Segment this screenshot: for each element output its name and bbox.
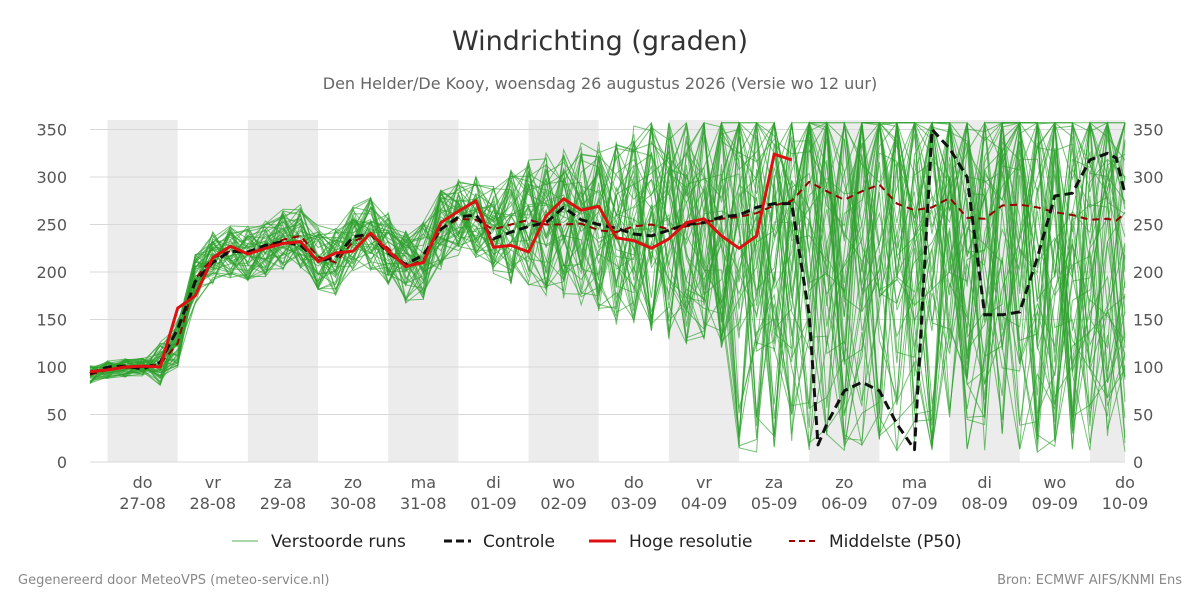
control-line — [89, 128, 1127, 452]
y-tick-right-50: 50 — [1133, 406, 1153, 425]
ensemble-member-39 — [89, 121, 1126, 437]
x-tick-day-13: wo — [1043, 473, 1066, 492]
y-tick-right-100: 100 — [1133, 358, 1164, 377]
x-tick-date-2: 29-08 — [260, 494, 307, 513]
day-band-0 — [107, 120, 178, 462]
y-tick-right-200: 200 — [1133, 263, 1164, 282]
ensemble-member-23 — [89, 122, 1126, 452]
footer-generated-by: Gegenereerd door MeteoVPS (meteo-service… — [18, 573, 329, 588]
y-tick-left-100: 100 — [36, 358, 67, 377]
y-tick-right-150: 150 — [1133, 311, 1164, 330]
y-tick-left-50: 50 — [47, 406, 67, 425]
legend-label-high-res: Hoge resolutie — [629, 532, 753, 552]
x-tick-day-7: do — [624, 473, 644, 492]
x-tick-date-12: 08-09 — [961, 494, 1008, 513]
legend-label-median: Middelste (P50) — [829, 532, 962, 552]
legend-label-control: Controle — [483, 532, 555, 552]
x-tick-date-0: 27-08 — [119, 494, 166, 513]
x-tick-date-14: 10-09 — [1102, 494, 1149, 513]
x-tick-date-10: 06-09 — [821, 494, 868, 513]
ensemble-member-35 — [89, 122, 1126, 450]
x-tick-date-5: 01-09 — [470, 494, 517, 513]
chart-subtitle: Den Helder/De Kooy, woensdag 26 augustus… — [323, 74, 878, 93]
median-line — [89, 180, 1126, 376]
footer-source: Bron: ECMWF AIFS/KNMI Ens — [997, 573, 1182, 588]
x-tick-day-6: wo — [552, 473, 575, 492]
high-res-line — [89, 152, 793, 374]
y-tick-left-350: 350 — [36, 121, 67, 140]
x-tick-day-4: ma — [411, 473, 436, 492]
y-axis-ticks: 0 0 50 50 100 100 150 150 200 200 250 250 300 300 350 3… — [36, 121, 1163, 473]
x-tick-day-10: zo — [835, 473, 853, 492]
ensemble-member-48 — [89, 121, 1126, 417]
x-tick-day-12: di — [977, 473, 992, 492]
y-tick-left-0: 0 — [57, 453, 67, 472]
x-tick-day-3: zo — [344, 473, 362, 492]
x-tick-day-14: do — [1115, 473, 1135, 492]
ensemble-member-26 — [89, 121, 1126, 399]
x-tick-day-5: di — [486, 473, 501, 492]
day-band-1 — [247, 120, 319, 462]
y-tick-left-150: 150 — [36, 311, 67, 330]
x-tick-date-9: 05-09 — [751, 494, 798, 513]
x-tick-date-7: 03-09 — [611, 494, 658, 513]
x-tick-date-8: 04-09 — [681, 494, 728, 513]
x-tick-date-6: 02-09 — [540, 494, 587, 513]
y-tick-left-200: 200 — [36, 263, 67, 282]
x-tick-day-0: do — [133, 473, 153, 492]
legend: Verstoorde runs Controle Hoge resolutie … — [232, 532, 962, 552]
x-tick-date-13: 09-09 — [1032, 494, 1079, 513]
y-tick-right-0: 0 — [1133, 453, 1143, 472]
y-tick-right-350: 350 — [1133, 121, 1164, 140]
x-tick-date-3: 30-08 — [330, 494, 377, 513]
x-tick-day-1: vr — [205, 473, 221, 492]
y-tick-right-300: 300 — [1133, 168, 1164, 187]
x-tick-date-1: 28-08 — [190, 494, 237, 513]
x-axis-ticks: do 27-08 vr 28-08 za 29-08 zo 30-08 ma 31-08 di 01-… — [119, 473, 1148, 513]
x-tick-day-9: za — [765, 473, 783, 492]
x-tick-date-4: 31-08 — [400, 494, 447, 513]
ensemble-member-45 — [89, 121, 1126, 376]
x-tick-date-11: 07-09 — [891, 494, 938, 513]
ensemble-member-38 — [89, 122, 1126, 450]
y-tick-right-250: 250 — [1133, 216, 1164, 235]
ensemble-member-32 — [89, 121, 1126, 447]
legend-label-ensemble: Verstoorde runs — [271, 532, 406, 552]
series-lines — [89, 128, 1127, 452]
y-tick-left-250: 250 — [36, 216, 67, 235]
x-tick-day-11: ma — [902, 473, 927, 492]
x-tick-day-8: vr — [696, 473, 712, 492]
ensemble-member-46 — [89, 122, 1126, 425]
ensemble-member-44 — [89, 122, 1126, 452]
y-tick-left-300: 300 — [36, 168, 67, 187]
ensemble-members — [89, 120, 1126, 453]
chart-title: Windrichting (graden) — [452, 26, 748, 57]
x-tick-day-2: za — [274, 473, 292, 492]
